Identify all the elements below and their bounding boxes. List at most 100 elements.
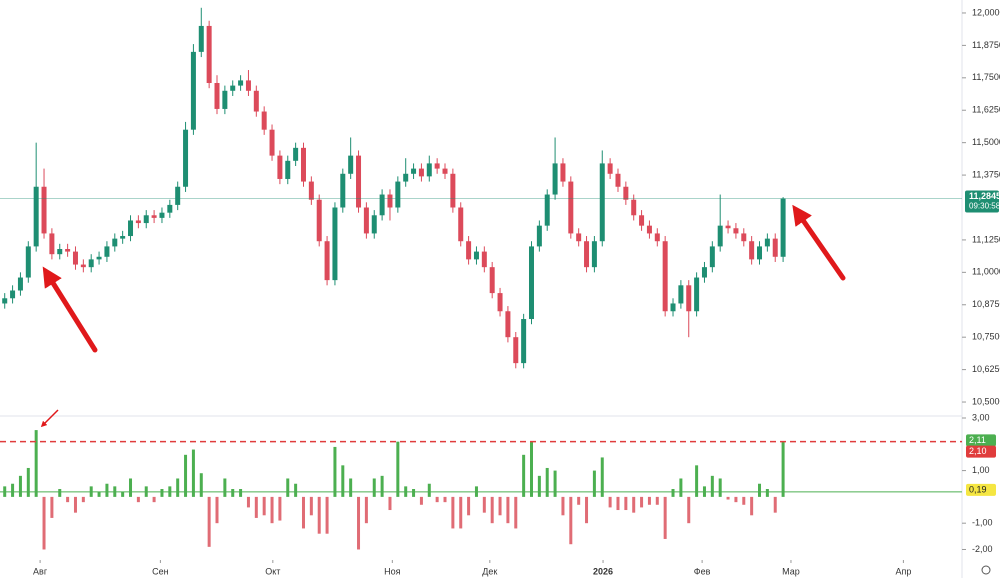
histogram-bar	[443, 496, 447, 503]
x-tick-label: 2026	[593, 566, 613, 576]
candle-body	[764, 238, 770, 247]
candle-body	[741, 233, 747, 242]
candle-body	[528, 246, 534, 320]
histogram-bar	[569, 496, 573, 545]
candle-body	[175, 186, 181, 205]
candle-body	[379, 194, 385, 216]
histogram-bar	[671, 489, 675, 497]
candle-body	[340, 173, 346, 208]
annotation-arrow	[792, 204, 846, 281]
histogram-bar	[380, 475, 384, 497]
reference-label-box	[966, 445, 996, 458]
candle-body	[646, 225, 652, 234]
candle-body	[654, 233, 660, 242]
candle-body	[466, 241, 472, 260]
histogram-bar	[482, 496, 486, 513]
histogram-bar	[184, 454, 188, 497]
candle-body	[159, 212, 165, 218]
histogram-bar	[270, 496, 274, 524]
candle-body	[536, 225, 542, 247]
y-tick-label: 12,0000	[972, 7, 1000, 17]
histogram-bar	[640, 496, 644, 508]
y-tick-label: 1,00	[972, 465, 990, 475]
candle-body	[387, 194, 393, 208]
y-tick-label: -2,00	[972, 544, 993, 554]
candle-body	[662, 241, 668, 312]
histogram-bar	[655, 496, 659, 505]
x-tick-label: Окт	[265, 566, 280, 576]
candle-body	[568, 181, 574, 234]
histogram-bar	[616, 496, 620, 511]
x-tick-label: Апр	[895, 566, 911, 576]
candle-body	[269, 129, 275, 156]
candle-body	[717, 225, 723, 247]
y-tick-label: 11,1250	[972, 234, 1000, 244]
settings-icon[interactable]	[981, 565, 991, 575]
candle-body	[749, 241, 755, 260]
y-tick-label: 10,6250	[972, 364, 1000, 374]
x-tick-label: Авг	[33, 566, 48, 576]
candle-body	[418, 168, 424, 177]
candle-body	[584, 241, 590, 268]
candle-body	[615, 173, 621, 187]
candle-body	[245, 80, 251, 91]
candle-body	[96, 256, 102, 260]
candle-body	[757, 246, 763, 260]
y-tick-label: 11,7500	[972, 72, 1000, 82]
histogram-bar	[160, 489, 164, 497]
candle-body	[631, 199, 637, 216]
histogram-bar	[129, 478, 133, 497]
histogram-bar	[765, 489, 769, 497]
x-tick-label: Дек	[482, 566, 497, 576]
candle-body	[772, 238, 778, 257]
candle-body	[316, 199, 322, 242]
candle-body	[72, 251, 78, 265]
histogram-bar	[97, 491, 101, 497]
histogram-bar	[286, 478, 290, 497]
histogram-bar	[647, 496, 651, 505]
candle-body	[686, 285, 692, 312]
histogram-bar	[42, 496, 46, 550]
histogram-bar	[412, 489, 416, 497]
y-tick-label: 11,6250	[972, 105, 1000, 115]
candle-body	[57, 249, 63, 255]
histogram-bar	[561, 496, 565, 516]
histogram-bar	[388, 496, 392, 511]
histogram-bar	[207, 496, 211, 547]
candle-body	[151, 215, 157, 218]
histogram-bar	[522, 454, 526, 497]
candle-body	[481, 251, 487, 268]
candle-body	[41, 186, 47, 234]
histogram-bar	[467, 496, 471, 516]
candle-body	[49, 233, 55, 255]
histogram-bar	[144, 486, 148, 497]
histogram-bar	[309, 496, 313, 516]
histogram-bar	[81, 496, 85, 503]
candle-body	[2, 298, 8, 304]
histogram-bar	[89, 486, 93, 497]
candle-body	[473, 251, 479, 260]
candle-body	[513, 337, 519, 364]
candle-body	[198, 25, 204, 52]
candle-body	[33, 186, 39, 247]
histogram-bar	[121, 491, 125, 497]
x-tick-label: Ноя	[384, 566, 401, 576]
histogram-bar	[490, 496, 494, 524]
histogram-bar	[396, 441, 400, 497]
candle-body	[694, 277, 700, 312]
candle-body	[10, 290, 16, 299]
histogram-bar	[632, 496, 636, 513]
histogram-bar	[506, 496, 510, 524]
x-tick-label: Фев	[694, 566, 711, 576]
histogram-bar	[317, 496, 321, 534]
histogram-bar	[26, 467, 30, 497]
candle-body	[206, 25, 212, 83]
histogram-bar	[726, 496, 730, 500]
histogram-bar	[687, 496, 691, 524]
histogram-bar	[537, 475, 541, 497]
histogram-bar	[168, 486, 172, 497]
histogram-bar	[239, 489, 243, 497]
histogram-bar	[357, 496, 361, 550]
